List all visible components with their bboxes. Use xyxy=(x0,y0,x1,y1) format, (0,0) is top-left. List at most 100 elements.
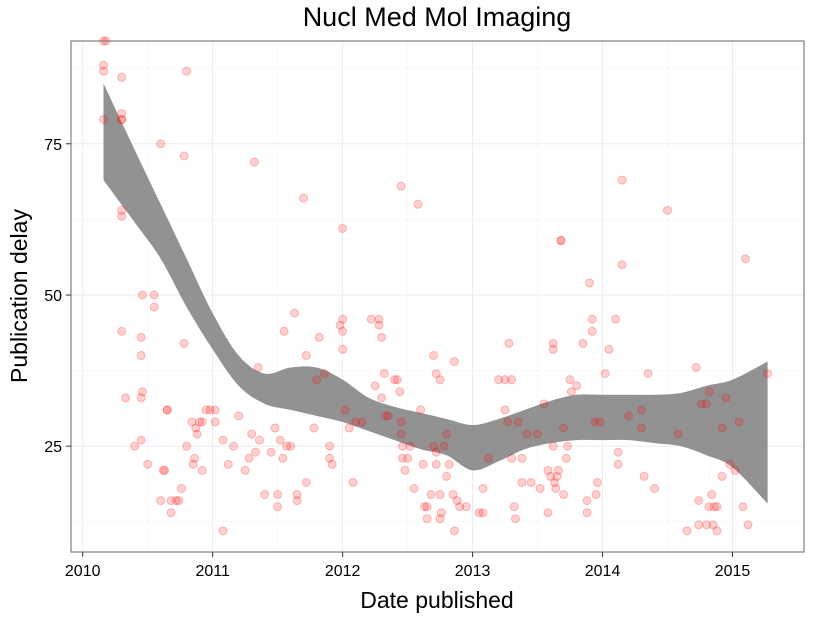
data-point xyxy=(325,453,335,463)
data-point xyxy=(179,338,189,348)
data-point xyxy=(397,453,407,463)
data-point xyxy=(292,490,302,500)
data-point xyxy=(117,115,127,125)
data-point xyxy=(338,223,348,233)
data-point xyxy=(559,490,569,500)
data-point xyxy=(278,453,288,463)
data-point xyxy=(228,441,238,451)
data-point xyxy=(548,338,558,348)
data-point xyxy=(578,338,588,348)
data-point xyxy=(117,211,127,221)
data-point xyxy=(366,314,376,324)
data-point xyxy=(517,477,527,487)
data-point xyxy=(301,350,311,360)
data-point xyxy=(429,350,439,360)
data-point xyxy=(223,459,233,469)
data-point xyxy=(513,417,523,427)
data-point xyxy=(734,417,744,427)
data-point xyxy=(435,490,445,500)
y-tick-label: 25 xyxy=(44,439,62,456)
data-point xyxy=(449,357,459,367)
x-tick-label: 2015 xyxy=(715,563,751,580)
data-point xyxy=(240,465,250,475)
x-axis: 2010 2011 2012 2013 2014 2015 xyxy=(65,552,751,580)
data-point xyxy=(254,435,264,445)
data-point xyxy=(158,465,168,475)
data-point xyxy=(174,496,184,506)
data-point xyxy=(292,496,302,506)
data-point xyxy=(452,496,462,506)
x-tick-label: 2013 xyxy=(455,563,491,580)
data-point xyxy=(117,115,127,125)
y-axis-label: Publication delay xyxy=(6,209,32,383)
data-point xyxy=(730,465,740,475)
data-point xyxy=(478,484,488,494)
data-point xyxy=(682,526,692,536)
data-point xyxy=(426,490,436,500)
data-point xyxy=(137,387,147,397)
data-point xyxy=(286,441,296,451)
data-point xyxy=(381,411,391,421)
data-point xyxy=(539,399,549,409)
data-point xyxy=(704,387,714,397)
data-point xyxy=(587,326,597,336)
data-point xyxy=(379,369,389,379)
data-point xyxy=(442,471,452,481)
data-point xyxy=(396,181,406,191)
data-point xyxy=(613,447,623,457)
data-point xyxy=(234,411,244,421)
data-point xyxy=(436,508,446,518)
data-point xyxy=(130,441,140,451)
data-point xyxy=(546,471,556,481)
data-point xyxy=(409,484,419,494)
data-point xyxy=(416,405,426,415)
data-point xyxy=(270,423,280,433)
data-point xyxy=(166,508,176,518)
data-point xyxy=(507,375,517,385)
data-point xyxy=(348,477,358,487)
data-point xyxy=(249,157,259,167)
data-point xyxy=(696,399,706,409)
data-point xyxy=(600,369,610,379)
data-point xyxy=(98,66,108,76)
data-point xyxy=(395,387,405,397)
data-point xyxy=(192,429,202,439)
data-point xyxy=(143,459,153,469)
data-point xyxy=(449,526,459,536)
data-point xyxy=(709,502,719,512)
data-point xyxy=(374,320,384,330)
data-point xyxy=(717,471,727,481)
data-point xyxy=(171,496,181,506)
data-point xyxy=(582,496,592,506)
y-tick-label: 50 xyxy=(44,288,62,305)
data-point xyxy=(617,175,627,185)
data-point xyxy=(312,375,322,385)
data-point xyxy=(182,66,192,76)
data-point xyxy=(344,423,354,433)
data-point xyxy=(357,417,367,427)
x-tick-label: 2014 xyxy=(585,563,621,580)
data-point xyxy=(370,381,380,391)
data-point xyxy=(136,435,146,445)
data-point xyxy=(553,465,563,475)
data-point xyxy=(663,205,673,215)
data-point xyxy=(613,459,623,469)
data-point xyxy=(435,514,445,524)
data-point xyxy=(500,405,510,415)
data-point xyxy=(431,459,441,469)
data-point xyxy=(507,453,517,463)
data-point xyxy=(483,453,493,463)
data-point xyxy=(374,314,384,324)
data-point xyxy=(650,484,660,494)
data-point xyxy=(205,405,215,415)
data-point xyxy=(442,429,452,439)
data-point xyxy=(189,453,199,463)
data-point xyxy=(702,520,712,530)
data-point xyxy=(712,526,722,536)
data-point xyxy=(548,344,558,354)
data-point xyxy=(743,520,753,530)
data-point xyxy=(156,139,166,149)
data-point xyxy=(260,490,270,500)
data-point xyxy=(637,423,647,433)
data-point xyxy=(338,344,348,354)
